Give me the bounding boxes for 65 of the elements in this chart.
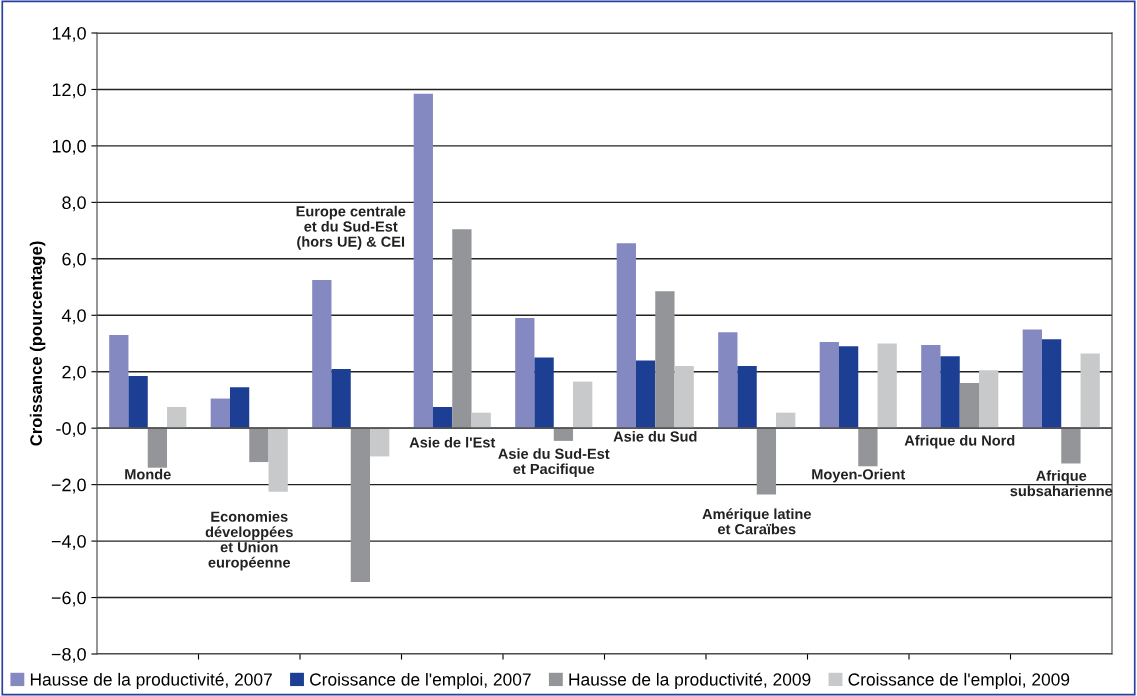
bar <box>147 428 168 468</box>
bar <box>210 398 230 429</box>
bar <box>1080 353 1100 429</box>
bar <box>737 366 757 429</box>
y-tick-label: −4,0 <box>51 535 86 550</box>
bar <box>268 428 288 492</box>
bar <box>350 428 371 583</box>
bar <box>413 93 433 429</box>
bar <box>534 357 554 429</box>
y-tick-label: −2,0 <box>51 478 86 494</box>
y-tick-label: 6,0 <box>62 252 86 268</box>
y-tick-label: −8,0 <box>51 647 86 663</box>
y-tick-label: −6,0 <box>51 591 86 607</box>
x-tick-label: Europe centrale et du Sud-Est (hors UE) & CEI <box>296 205 406 250</box>
bar <box>249 428 269 463</box>
x-tick-label: Amérique latine et Caraïbes <box>702 508 811 535</box>
bar <box>756 428 777 495</box>
legend-label: Hausse de la productivité, 2007 <box>30 672 272 690</box>
bar <box>312 279 332 429</box>
y-tick-label: -0,0 <box>56 422 86 438</box>
x-tick-label: Afrique subsaharienne <box>1010 470 1113 497</box>
x-tick-label: Afrique du Nord <box>904 434 1015 449</box>
x-tick-label: Asie de l'Est <box>409 436 496 448</box>
y-tick-label: 14,0 <box>52 26 86 42</box>
bar <box>979 370 999 429</box>
bar <box>819 342 839 429</box>
y-tick-label: 8,0 <box>62 196 86 212</box>
y-tick-label: 2,0 <box>62 365 86 381</box>
y-tick-label: 4,0 <box>61 309 86 325</box>
bar <box>370 428 390 457</box>
bar <box>573 381 593 429</box>
bar <box>331 368 351 429</box>
x-tick-label: Asie du Sud-Est et Pacifique <box>498 448 610 478</box>
bar <box>838 346 859 429</box>
x-tick-label: Asie du Sud <box>613 430 697 442</box>
bar <box>167 407 187 429</box>
bar <box>1041 339 1062 429</box>
bar <box>128 375 148 429</box>
y-axis-title: Croissance (pourcentage) <box>29 241 46 446</box>
bar <box>1061 428 1081 464</box>
x-tick-label: Moyen-Orient <box>812 468 906 483</box>
bar <box>858 428 878 467</box>
legend-label: Croissance de l'emploi, 2009 <box>848 672 1070 690</box>
bar <box>515 318 535 429</box>
bar <box>452 229 472 429</box>
bar <box>635 360 656 429</box>
bar <box>616 243 636 429</box>
bar <box>959 383 980 429</box>
y-tick-label: 12,0 <box>52 83 86 99</box>
bar <box>674 366 694 429</box>
x-tick-label: Economies développées et Union européenne <box>205 511 293 571</box>
bar <box>432 407 453 429</box>
bar <box>940 356 960 429</box>
bar <box>1022 329 1042 429</box>
bar <box>718 332 738 429</box>
bar <box>921 344 941 429</box>
legend-label: Croissance de l'emploi, 2007 <box>310 672 531 690</box>
bar <box>229 387 250 429</box>
x-tick-label: Monde <box>125 468 171 480</box>
legend-label: Hausse de la productivité, 2009 <box>569 672 811 690</box>
bar <box>877 343 897 429</box>
bar <box>109 335 129 429</box>
y-tick-label: 10,0 <box>52 139 86 155</box>
bar <box>655 291 675 429</box>
bar <box>553 428 574 441</box>
